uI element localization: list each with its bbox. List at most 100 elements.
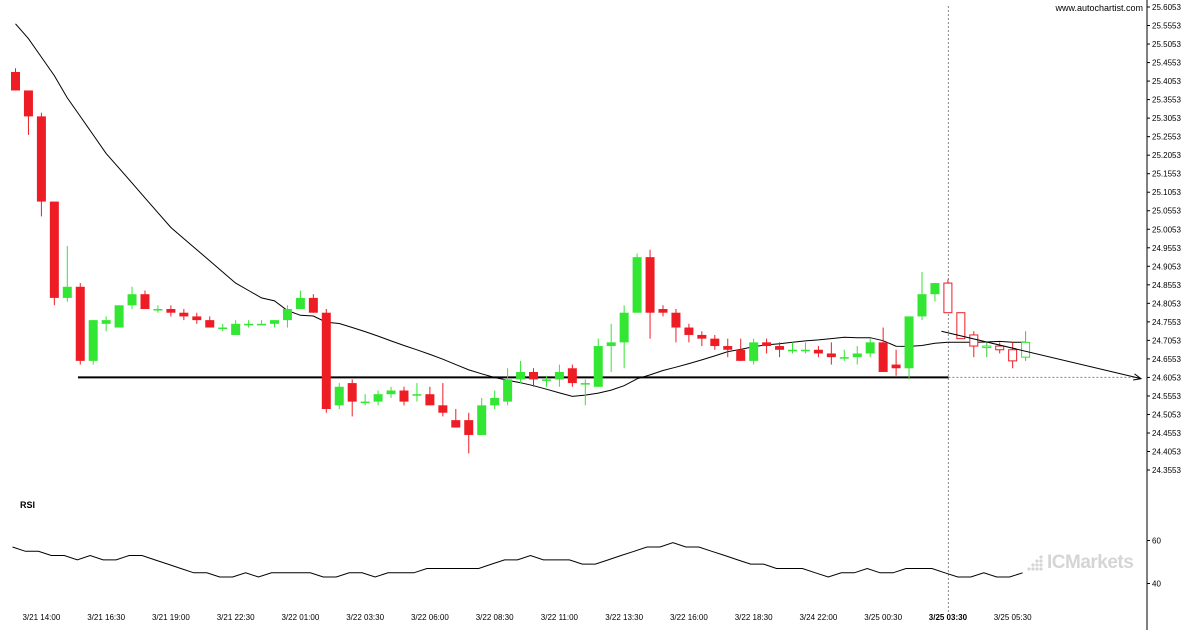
moving-average-line — [15, 23, 1026, 397]
candle — [36, 112, 46, 217]
candle — [736, 338, 746, 361]
candle-body — [386, 390, 396, 395]
candle — [282, 305, 292, 328]
candle — [606, 323, 616, 372]
candle-body — [541, 379, 551, 381]
time-tick-label: 3/22 01:00 — [281, 613, 319, 622]
candle — [140, 290, 150, 310]
candle-body — [438, 405, 448, 413]
candle-body — [917, 294, 927, 317]
candle-body — [114, 305, 124, 328]
time-tick-label: 3/21 22:30 — [217, 613, 255, 622]
time-tick-label: 3/24 22:00 — [799, 613, 837, 622]
candle-body — [62, 286, 72, 298]
candle-body — [736, 349, 746, 361]
candle-body — [360, 401, 370, 404]
candle — [567, 364, 577, 387]
candle — [360, 394, 370, 406]
price-tick-label: 25.5553 — [1152, 22, 1181, 31]
candle-body — [813, 349, 823, 354]
candle-body — [153, 309, 163, 311]
candle — [904, 316, 914, 380]
candle-body — [257, 323, 267, 326]
candle-body — [192, 316, 202, 321]
candle-body — [593, 346, 603, 387]
candle-body — [529, 371, 538, 380]
candle — [580, 379, 590, 406]
price-tick-label: 24.4053 — [1152, 448, 1181, 457]
price-tick-label: 24.8553 — [1152, 281, 1181, 290]
price-tick-label: 25.2553 — [1152, 133, 1181, 142]
candle-body — [606, 342, 616, 347]
candle — [386, 386, 396, 398]
candle-body — [1021, 341, 1031, 358]
candle — [127, 286, 137, 310]
candle-body — [23, 90, 33, 117]
time-tick-label: 3/22 16:00 — [670, 613, 708, 622]
candle-body — [904, 316, 914, 369]
candle-body — [671, 312, 681, 328]
candle-body — [49, 201, 59, 298]
time-tick-label: 3/21 19:00 — [152, 613, 190, 622]
candle — [826, 342, 836, 365]
candle — [464, 412, 474, 454]
time-tick-label: 3/22 08:30 — [476, 613, 514, 622]
candle-body — [788, 349, 797, 352]
candle — [438, 383, 448, 417]
candle-body — [684, 327, 694, 335]
candle-body — [554, 371, 564, 380]
candle — [800, 342, 810, 354]
candle-body — [943, 282, 953, 314]
candle — [878, 327, 888, 372]
price-tick-label: 24.5553 — [1152, 392, 1181, 401]
candle — [943, 279, 953, 314]
candle — [891, 349, 901, 376]
rsi-tick-label: 60 — [1152, 537, 1161, 546]
candle-body — [503, 379, 513, 402]
candle-body — [295, 297, 305, 310]
price-tick-label: 24.3553 — [1152, 466, 1181, 475]
candle — [399, 386, 409, 406]
candle — [723, 338, 733, 358]
candle-body — [839, 357, 849, 359]
candle — [788, 342, 797, 354]
candle — [166, 305, 176, 317]
price-tick-label: 25.2053 — [1152, 151, 1181, 160]
candle-body — [127, 294, 137, 306]
candle — [697, 331, 707, 347]
time-tick-label: 3/22 03:30 — [346, 613, 384, 622]
candle-body — [878, 342, 888, 372]
price-tick-label: 24.4553 — [1152, 429, 1181, 438]
candle — [114, 305, 124, 328]
candle — [1008, 342, 1018, 369]
candle — [813, 346, 823, 358]
candle — [529, 368, 538, 387]
candle-body — [282, 309, 292, 321]
price-tick-label: 24.9053 — [1152, 262, 1181, 271]
candle — [101, 316, 111, 332]
candle — [75, 283, 85, 365]
candle — [425, 386, 435, 406]
candle-body — [101, 320, 111, 324]
time-tick-label: 3/22 13:30 — [605, 613, 643, 622]
candle — [593, 338, 603, 387]
candle — [231, 320, 241, 335]
site-label[interactable]: www.autochartist.com — [1054, 3, 1143, 13]
candle — [257, 320, 267, 326]
candle-body — [619, 312, 629, 343]
candle — [49, 201, 59, 306]
candle — [969, 331, 979, 358]
candle-body — [995, 345, 1005, 351]
brand-name: ICMarkets — [1047, 552, 1134, 573]
time-tick-label: 3/22 06:00 — [411, 613, 449, 622]
candle — [917, 271, 927, 321]
candle-body — [723, 346, 733, 350]
candle — [775, 342, 785, 358]
candle — [865, 338, 875, 358]
candle-body — [244, 323, 254, 326]
candle — [749, 338, 759, 365]
candle — [295, 290, 305, 310]
candle — [671, 309, 681, 343]
